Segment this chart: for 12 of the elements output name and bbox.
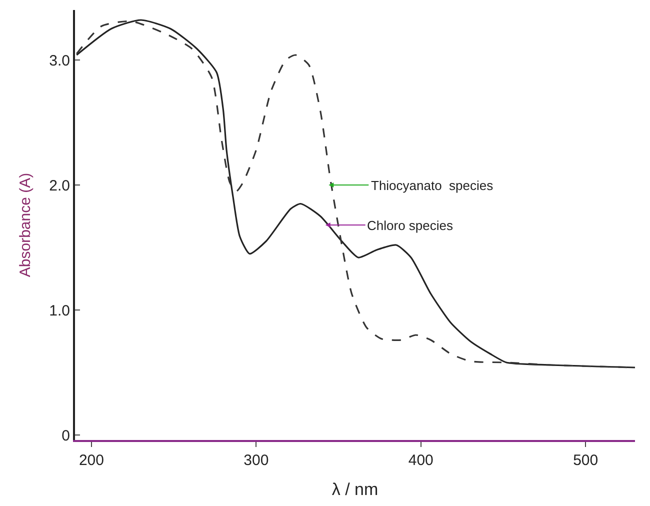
y-tick-label: 2.0	[49, 177, 70, 194]
annotation: Chloro species	[367, 218, 454, 233]
annotation: Thiocyanato species	[371, 178, 494, 193]
x-tick-label: 300	[244, 452, 269, 469]
y-tick-label: 3.0	[49, 52, 70, 70]
x-axis-title: λ / nm	[332, 480, 378, 499]
x-tick-label: 400	[408, 452, 434, 469]
y-tick-label: 0	[62, 427, 70, 444]
y-axis-title: Absorbance (A)	[16, 172, 34, 278]
y-tick-label: 1.0	[49, 302, 70, 320]
x-tick-label: 500	[573, 452, 598, 469]
x-tick-label: 200	[78, 452, 104, 469]
